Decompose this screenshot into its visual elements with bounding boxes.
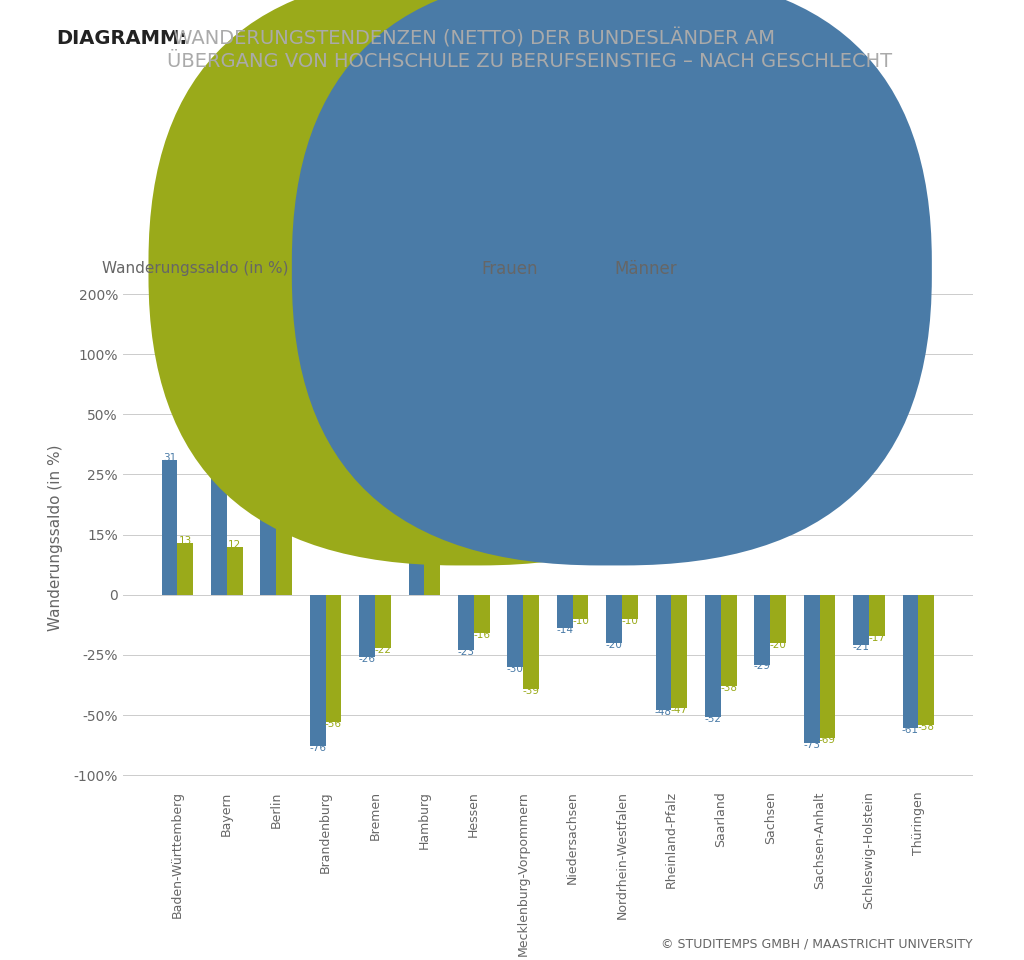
Text: -56: -56 bbox=[325, 719, 342, 730]
Text: © STUDITEMPS GMBH / MAASTRICHT UNIVERSITY: © STUDITEMPS GMBH / MAASTRICHT UNIVERSIT… bbox=[662, 937, 973, 950]
Text: DIAGRAMM:: DIAGRAMM: bbox=[56, 29, 187, 48]
Bar bbox=[276, 392, 292, 595]
Bar bbox=[309, 595, 326, 746]
Bar bbox=[721, 595, 736, 686]
Bar bbox=[458, 595, 474, 650]
Text: 36: 36 bbox=[212, 441, 225, 451]
Text: -39: -39 bbox=[522, 685, 540, 696]
Text: -38: -38 bbox=[720, 684, 737, 693]
Text: -69: -69 bbox=[819, 734, 836, 745]
Text: -16: -16 bbox=[473, 630, 490, 640]
Text: Männer: Männer bbox=[614, 260, 677, 277]
Bar bbox=[409, 333, 424, 595]
Text: Wanderungssaldo (in %): Wanderungssaldo (in %) bbox=[102, 261, 289, 276]
Text: 12: 12 bbox=[228, 540, 242, 550]
Bar bbox=[507, 595, 523, 667]
Bar bbox=[326, 595, 341, 722]
Bar bbox=[755, 595, 770, 664]
Bar bbox=[819, 595, 836, 738]
Text: WANDERUNGSTENDENZEN (NETTO) DER BUNDESLÄNDER AM
ÜBERGANG VON HOCHSCHULE ZU BERUF: WANDERUNGSTENDENZEN (NETTO) DER BUNDESLÄ… bbox=[167, 29, 892, 71]
Bar bbox=[902, 595, 919, 729]
Bar bbox=[375, 595, 391, 648]
Text: -17: -17 bbox=[868, 633, 886, 642]
Text: -10: -10 bbox=[572, 615, 589, 626]
Bar bbox=[359, 595, 375, 658]
Bar bbox=[424, 305, 440, 595]
Text: -76: -76 bbox=[309, 743, 326, 754]
Text: -23: -23 bbox=[458, 647, 474, 657]
Bar bbox=[770, 595, 786, 643]
Text: -73: -73 bbox=[803, 740, 820, 750]
Bar bbox=[226, 546, 243, 595]
Text: -47: -47 bbox=[671, 705, 688, 715]
Bar bbox=[572, 595, 589, 619]
Text: -30: -30 bbox=[507, 664, 523, 674]
Text: -52: -52 bbox=[705, 714, 721, 725]
Bar bbox=[869, 595, 885, 636]
Text: 135: 135 bbox=[407, 326, 426, 336]
Text: -20: -20 bbox=[770, 640, 786, 650]
Text: 64: 64 bbox=[261, 391, 274, 400]
Text: -21: -21 bbox=[853, 642, 869, 652]
Bar bbox=[622, 595, 638, 619]
Text: -61: -61 bbox=[902, 725, 919, 735]
Text: Frauen: Frauen bbox=[481, 260, 538, 277]
Bar bbox=[804, 595, 819, 743]
Bar bbox=[211, 448, 226, 595]
Y-axis label: Wanderungssaldo (in %): Wanderungssaldo (in %) bbox=[47, 444, 62, 631]
Bar bbox=[705, 595, 721, 717]
Text: -10: -10 bbox=[622, 615, 638, 626]
Text: -48: -48 bbox=[655, 708, 672, 717]
Text: -26: -26 bbox=[358, 655, 376, 664]
Text: -58: -58 bbox=[918, 722, 935, 732]
Bar bbox=[177, 542, 194, 595]
Bar bbox=[655, 595, 672, 710]
Text: 69: 69 bbox=[278, 384, 291, 395]
Text: 31: 31 bbox=[163, 453, 176, 463]
Bar bbox=[523, 595, 539, 688]
Bar bbox=[557, 595, 572, 629]
Bar bbox=[672, 595, 687, 708]
Bar bbox=[606, 595, 622, 643]
Text: 181: 181 bbox=[422, 299, 442, 308]
Text: 13: 13 bbox=[178, 536, 191, 545]
Bar bbox=[162, 460, 177, 595]
Text: -22: -22 bbox=[375, 645, 391, 655]
Bar bbox=[919, 595, 934, 725]
Text: -20: -20 bbox=[605, 640, 623, 650]
Bar bbox=[260, 397, 276, 595]
Text: -29: -29 bbox=[754, 661, 771, 671]
Bar bbox=[474, 595, 489, 634]
Text: -14: -14 bbox=[556, 625, 573, 636]
Bar bbox=[853, 595, 869, 645]
